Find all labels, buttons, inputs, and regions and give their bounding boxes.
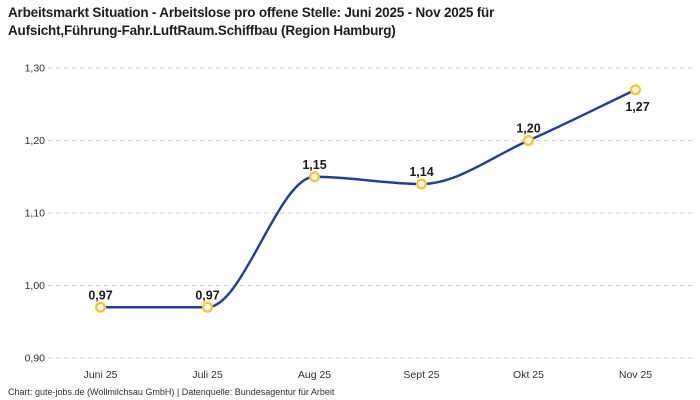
chart-attribution: Chart: gute-jobs.de (Wollmilchsau GmbH) … [8, 387, 335, 397]
chart-title-line-1: Arbeitsmarkt Situation - Arbeitslose pro… [8, 5, 495, 20]
data-point-label: 1,20 [516, 122, 540, 136]
x-axis-tick-label: Juli 25 [192, 369, 223, 381]
series-line [99, 88, 637, 309]
data-point-label: 1,27 [625, 100, 649, 114]
data-point-marker [201, 301, 213, 313]
x-axis-tick-label: Juni 25 [84, 369, 118, 381]
chart-title: Arbeitsmarkt Situation - Arbeitslose pro… [8, 4, 692, 39]
data-point-label: 1,15 [302, 158, 326, 172]
data-point-marker [309, 171, 321, 183]
data-point-marker [523, 134, 535, 146]
x-axis-tick-label: Sept 25 [403, 369, 439, 381]
chart-title-line-2: Aufsicht,Führung-Fahr.LuftRaum.Schiffbau… [8, 22, 396, 38]
data-point-marker [416, 178, 428, 190]
y-axis-tick-label: 0,90 [25, 353, 46, 365]
x-axis-tick-label: Aug 25 [298, 369, 331, 381]
y-axis-tick-label: 1,20 [25, 135, 46, 147]
x-axis-tick-label: Okt 25 [513, 369, 544, 381]
x-axis-tick-label: Nov 25 [619, 369, 652, 381]
y-axis-tick-label: 1,10 [25, 208, 46, 220]
data-point-label: 1,14 [409, 165, 433, 179]
data-point-label: 0,97 [195, 288, 219, 302]
y-axis-tick-label: 1,30 [25, 63, 46, 75]
data-point-marker [94, 301, 106, 313]
data-point-label: 0,97 [88, 288, 112, 302]
data-point-marker [630, 84, 642, 96]
y-axis-tick-label: 1,00 [25, 280, 46, 292]
